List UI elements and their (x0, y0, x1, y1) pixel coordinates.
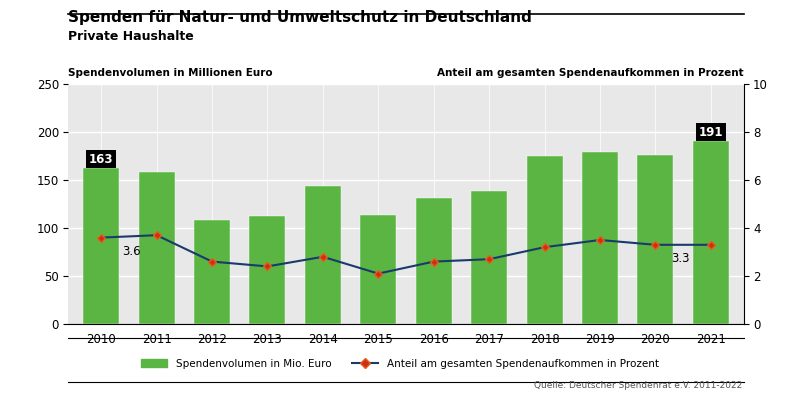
Bar (582, 152, 618, 324)
Bar (83, 168, 119, 324)
Bar (305, 186, 341, 324)
Text: Anteil am gesamten Spendenaufkommen in Prozent: Anteil am gesamten Spendenaufkommen in P… (438, 68, 744, 78)
Bar (194, 220, 230, 324)
Bar (138, 172, 174, 324)
Text: Spendenvolumen in Millionen Euro: Spendenvolumen in Millionen Euro (68, 68, 273, 78)
Bar (416, 198, 452, 324)
Text: Spenden für Natur- und Umweltschutz in Deutschland: Spenden für Natur- und Umweltschutz in D… (68, 10, 532, 25)
Text: 3.6: 3.6 (122, 245, 141, 258)
Bar (638, 155, 674, 324)
Text: Private Haushalte: Private Haushalte (68, 30, 194, 43)
Bar (250, 216, 286, 324)
Text: 163: 163 (89, 152, 114, 166)
Legend: Spendenvolumen in Mio. Euro, Anteil am gesamten Spendenaufkommen in Prozent: Spendenvolumen in Mio. Euro, Anteil am g… (138, 354, 662, 373)
Text: 3.3: 3.3 (671, 252, 690, 265)
Text: 191: 191 (698, 126, 723, 139)
Bar (693, 141, 729, 324)
Bar (526, 156, 562, 324)
Bar (360, 214, 396, 324)
Bar (471, 190, 507, 324)
Text: Quelle: Deutscher Spendenrat e.V. 2011-2022: Quelle: Deutscher Spendenrat e.V. 2011-2… (534, 381, 742, 390)
